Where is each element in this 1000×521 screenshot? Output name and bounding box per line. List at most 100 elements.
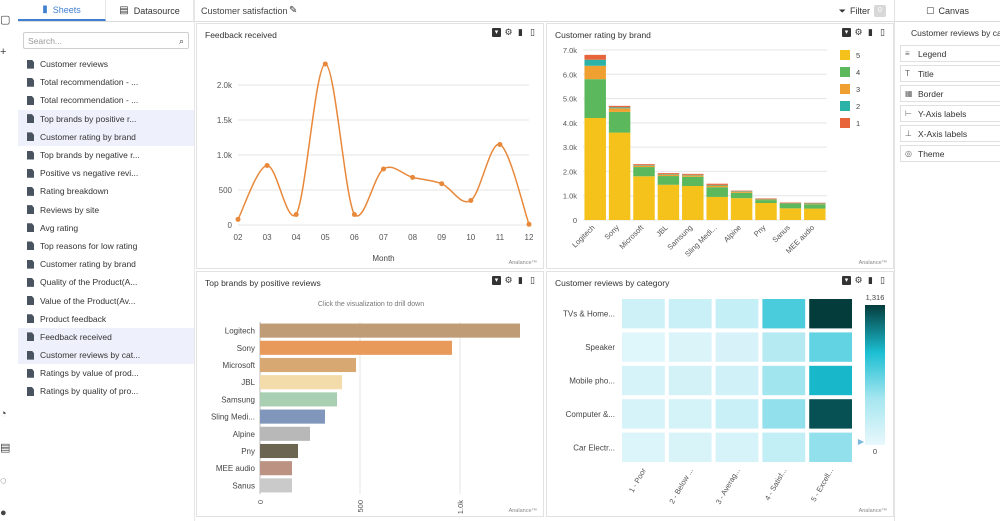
bar-segment[interactable] xyxy=(682,174,704,176)
bar-segment[interactable] xyxy=(633,176,655,220)
sheet-item[interactable]: Product feedback xyxy=(18,310,194,328)
download-icon[interactable]: ▾ xyxy=(842,276,851,285)
delete-icon[interactable]: ▯ xyxy=(880,275,885,285)
bar-segment[interactable] xyxy=(779,208,802,220)
heatmap-cell[interactable] xyxy=(715,399,759,429)
bar-segment[interactable] xyxy=(804,203,826,204)
sheet-item[interactable]: Value of the Product(Av... xyxy=(18,291,194,309)
sheet-item[interactable]: Top reasons for low rating xyxy=(18,237,194,255)
heatmap-cell[interactable] xyxy=(668,365,712,396)
user-icon[interactable]: ● xyxy=(0,507,7,519)
bar-segment[interactable] xyxy=(682,186,704,220)
bar-segment[interactable] xyxy=(706,187,728,197)
heatmap-cell[interactable] xyxy=(622,432,665,462)
bar-segment[interactable] xyxy=(779,203,802,204)
data-point[interactable] xyxy=(322,61,328,67)
bar-segment[interactable] xyxy=(706,183,728,185)
sheet-item[interactable]: Customer reviews by cat... xyxy=(18,346,194,365)
heatmap-cell[interactable] xyxy=(668,399,712,429)
bar-segment[interactable] xyxy=(657,176,680,185)
bar-segment[interactable] xyxy=(584,54,606,60)
bar-segment[interactable] xyxy=(804,208,826,220)
bar[interactable] xyxy=(260,478,292,493)
bar-segment[interactable] xyxy=(633,165,655,166)
tab-sheets[interactable]: ▮ Sheets xyxy=(18,0,106,21)
bell-icon[interactable]: ◔ xyxy=(0,408,7,420)
property-title[interactable]: T Title xyxy=(900,65,1000,82)
sheet-item[interactable]: Reviews by site xyxy=(18,201,194,219)
sheet-item[interactable]: Total recommendation - ... xyxy=(18,91,194,109)
data-point[interactable] xyxy=(381,166,386,172)
settings-icon[interactable]: ⚙ xyxy=(504,27,513,37)
property-border[interactable]: ▦ Border xyxy=(900,85,1000,102)
widget-reviews-by-category[interactable]: Customer reviews by category ▾ ⚙ ▮ ▯ TVs… xyxy=(546,271,894,517)
bar[interactable] xyxy=(260,357,356,373)
download-icon[interactable]: ▾ xyxy=(492,276,501,285)
copy-icon[interactable]: ▮ xyxy=(868,275,873,285)
heatmap-cell[interactable] xyxy=(809,299,852,329)
sheet-item[interactable]: Positive vs negative revi... xyxy=(18,164,194,182)
bar-segment[interactable] xyxy=(657,184,680,220)
data-point[interactable] xyxy=(497,142,503,147)
data-point[interactable] xyxy=(264,163,270,168)
sheet-item[interactable]: Ratings by quality of pro... xyxy=(18,382,194,400)
bar-segment[interactable] xyxy=(755,203,777,220)
bar-segment[interactable] xyxy=(730,190,753,192)
sheet-item[interactable]: Customer reviews xyxy=(18,55,194,73)
property-theme[interactable]: ◎ Theme xyxy=(900,145,1000,162)
bar[interactable] xyxy=(260,323,520,338)
sheet-item[interactable]: Customer rating by brand xyxy=(18,255,194,273)
bar-segment[interactable] xyxy=(706,196,728,220)
copy-icon[interactable]: ▮ xyxy=(518,27,523,37)
bar-segment[interactable] xyxy=(584,79,606,118)
delete-icon[interactable]: ▯ xyxy=(530,275,535,285)
heatmap-cell[interactable] xyxy=(809,399,852,429)
data-point[interactable] xyxy=(351,212,357,217)
delete-icon[interactable]: ▯ xyxy=(880,27,885,37)
sheet-item[interactable]: Customer rating by brand xyxy=(18,127,194,146)
bar-segment[interactable] xyxy=(730,198,753,220)
heatmap-cell[interactable] xyxy=(668,299,712,329)
window-icon[interactable]: ▢ xyxy=(0,14,11,26)
heatmap-cell[interactable] xyxy=(809,332,852,362)
bar-segment[interactable] xyxy=(804,204,826,209)
heatmap-cell[interactable] xyxy=(715,332,759,362)
search-icon[interactable]: ⌕ xyxy=(178,36,184,46)
heatmap-cell[interactable] xyxy=(668,332,712,362)
settings-icon[interactable]: ⚙ xyxy=(854,27,863,37)
bar-segment[interactable] xyxy=(633,167,655,177)
bar-segment[interactable] xyxy=(584,65,606,80)
heatmap-cell[interactable] xyxy=(762,365,806,396)
widget-feedback-received[interactable]: Feedback received ▾ ⚙ ▮ ▯ 0 500 1.0k 1.5k 2.… xyxy=(196,23,544,269)
sheet-item[interactable]: Rating breakdown xyxy=(18,182,194,200)
delete-icon[interactable]: ▯ xyxy=(530,27,535,37)
heatmap-cell[interactable] xyxy=(762,432,806,462)
heatmap-cell[interactable] xyxy=(715,432,759,462)
rating-stacked-bar-chart[interactable]: 0 1.0k 2.0k 3.0k 4.0k 5.0k 6.0k 7.0k Logitech Son… xyxy=(547,24,893,268)
data-point[interactable] xyxy=(235,216,241,222)
sheet-item[interactable]: Quality of the Product(A... xyxy=(18,273,194,291)
heatmap-cell[interactable] xyxy=(622,399,665,429)
sheet-item[interactable]: Top brands by negative r... xyxy=(18,146,194,164)
heatmap-cell[interactable] xyxy=(668,432,712,462)
settings-icon[interactable]: ⚙ xyxy=(854,275,863,285)
data-point[interactable] xyxy=(439,181,445,187)
bar-segment[interactable] xyxy=(779,202,802,204)
bar-segment[interactable] xyxy=(608,111,631,133)
sheet-item[interactable]: Ratings by value of prod... xyxy=(18,364,194,382)
bar-segment[interactable] xyxy=(682,175,704,177)
heatmap-cell[interactable] xyxy=(622,365,665,396)
bar-segment[interactable] xyxy=(730,192,753,199)
widget-rating-by-brand[interactable]: Customer rating by brand ▾ ⚙ ▮ ▯ 0 1.0k 2.… xyxy=(546,23,894,269)
bar[interactable] xyxy=(260,409,325,424)
dashboard-title[interactable]: Customer satisfaction xyxy=(201,6,288,16)
bar-segment[interactable] xyxy=(608,105,631,108)
download-icon[interactable]: ▾ xyxy=(842,28,851,37)
property-legend[interactable]: ≡ Legend xyxy=(900,45,1000,62)
bar[interactable] xyxy=(260,443,298,459)
widget-top-brands[interactable]: Top brands by positive reviews ▾ ⚙ ▮ ▯ C… xyxy=(196,271,544,517)
top-brands-bar-chart[interactable]: Click the visualization to drill down 0 50… xyxy=(197,272,543,516)
property-y-axis[interactable]: ⊢ Y-Axis labels xyxy=(900,105,1000,122)
sheet-item[interactable]: Feedback received xyxy=(18,327,194,346)
data-point[interactable] xyxy=(526,221,532,227)
